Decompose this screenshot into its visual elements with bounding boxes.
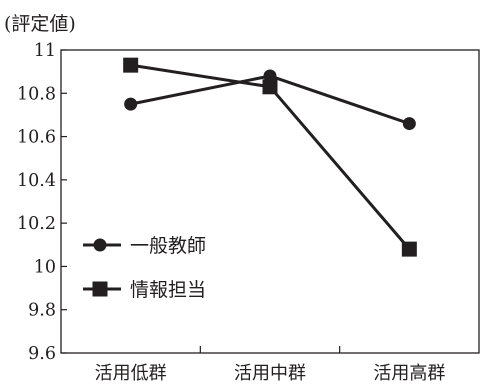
y-axis-unit-label: (評定値) (4, 13, 76, 35)
legend-label: 一般教師 (130, 235, 206, 257)
y-tick-label: 11 (34, 41, 56, 61)
series-2 (123, 57, 417, 257)
y-tick-label: 10 (34, 257, 56, 277)
y-tick-label: 9.8 (28, 301, 56, 321)
legend-marker-square (92, 281, 108, 297)
y-tick-label: 10.6 (17, 128, 56, 148)
x-category-label: 活用高群 (373, 363, 445, 384)
data-point-circle (402, 117, 416, 131)
y-tick-label: 10.8 (17, 84, 56, 104)
legend-item: 一般教師 (83, 235, 206, 257)
series-1 (124, 69, 416, 131)
data-point-square (401, 241, 417, 257)
y-axis: 11 10.8 10.6 10.4 10.2 10 9.8 9.6 (17, 41, 67, 364)
legend-item: 情報担当 (83, 279, 206, 301)
legend-label: 情報担当 (130, 279, 206, 301)
data-point-square (123, 57, 139, 73)
y-tick-label: 9.6 (28, 344, 56, 364)
x-category-label: 活用低群 (95, 363, 167, 384)
data-point-square (262, 79, 278, 95)
x-axis: 活用低群 活用中群 活用高群 (95, 346, 445, 384)
data-point-circle (124, 97, 138, 111)
plot-area-frame (60, 49, 480, 354)
legend-marker-circle (93, 238, 107, 252)
series-layer (123, 57, 417, 257)
x-category-label: 活用中群 (234, 363, 306, 384)
y-tick-label: 10.4 (17, 171, 56, 191)
y-tick-label: 10.2 (17, 214, 56, 234)
data-point-circle (263, 69, 277, 83)
